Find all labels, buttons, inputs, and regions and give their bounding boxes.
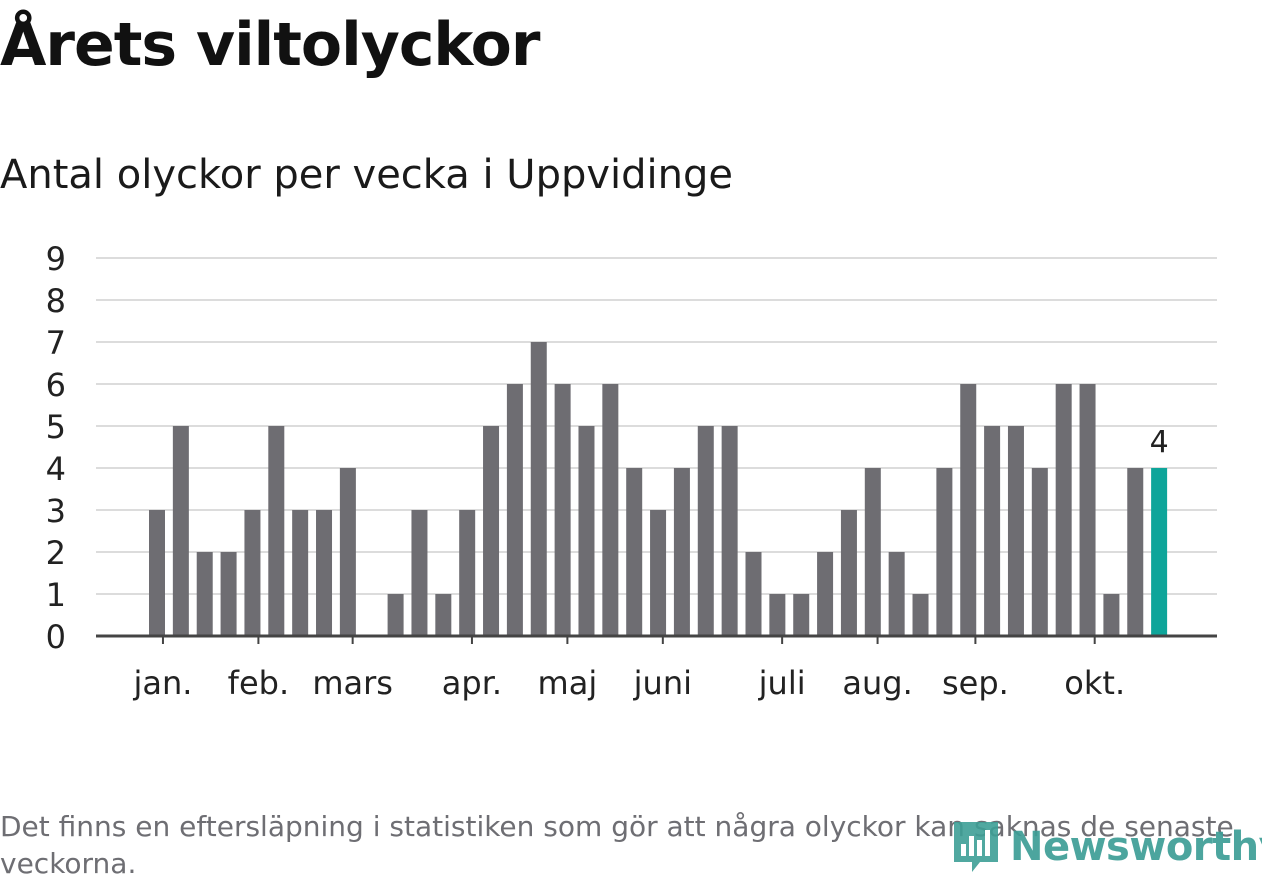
bar (602, 384, 619, 636)
bar (268, 426, 285, 636)
bar (244, 510, 261, 636)
bar (960, 384, 977, 636)
highlight-bar (1151, 468, 1168, 636)
x-tick-label: juni (633, 664, 692, 702)
y-tick-label: 8 (46, 282, 66, 320)
bar (984, 426, 1001, 636)
y-tick-label: 6 (46, 366, 66, 404)
bar (1031, 468, 1048, 636)
bar (769, 594, 786, 636)
bar (459, 510, 476, 636)
bar (220, 552, 237, 636)
x-tick-label: jan. (132, 664, 192, 702)
bar (435, 594, 452, 636)
bar (936, 468, 953, 636)
bar (1103, 594, 1120, 636)
bar (817, 552, 834, 636)
y-tick-label: 4 (46, 450, 66, 488)
bar (149, 510, 165, 636)
bar (1007, 426, 1024, 636)
bar (793, 594, 810, 636)
x-tick-label: apr. (442, 664, 502, 702)
bar (483, 426, 500, 636)
x-tick-label: mars (312, 664, 393, 702)
y-tick-label: 0 (46, 618, 66, 656)
x-tick-label: sep. (942, 664, 1009, 702)
y-tick-label: 9 (46, 240, 66, 278)
bar (316, 510, 333, 636)
bar (745, 552, 762, 636)
bar (578, 426, 595, 636)
x-tick-label: maj (538, 664, 598, 702)
x-tick-label: juli (758, 664, 806, 702)
y-tick-label: 1 (46, 576, 66, 614)
bar (721, 426, 738, 636)
bar (650, 510, 667, 636)
bar (172, 426, 189, 636)
bar (339, 468, 356, 636)
bar (387, 594, 404, 636)
x-tick-label: aug. (842, 664, 912, 702)
logo-text: Newsworthy (1010, 824, 1262, 870)
bar (506, 384, 523, 636)
bar (411, 510, 428, 636)
bar (1055, 384, 1072, 636)
bar (196, 552, 213, 636)
bar (626, 468, 643, 636)
y-tick-label: 3 (46, 492, 66, 530)
bar (840, 510, 857, 636)
bar (530, 342, 547, 636)
footnote: Det finns en eftersläpning i statistiken… (0, 810, 1234, 880)
bar (673, 468, 690, 636)
bar (912, 594, 929, 636)
bar (697, 426, 714, 636)
x-tick-label: feb. (228, 664, 289, 702)
bar (292, 510, 309, 636)
chart-title: Årets viltolyckor (0, 10, 540, 80)
bar (554, 384, 571, 636)
y-tick-label: 5 (46, 408, 66, 446)
bar (1127, 468, 1144, 636)
y-tick-label: 7 (46, 324, 66, 362)
newsworthy-logo[interactable]: Newsworthy (950, 814, 1262, 880)
bar (888, 552, 905, 636)
highlight-data-label: 4 (1150, 425, 1169, 460)
newsworthy-logo-icon (954, 822, 998, 872)
bar (864, 468, 881, 636)
bar (1079, 384, 1096, 636)
x-tick-label: okt. (1064, 664, 1125, 702)
y-tick-label: 2 (46, 534, 66, 572)
chart-subtitle: Antal olyckor per vecka i Uppvidinge (0, 152, 734, 198)
